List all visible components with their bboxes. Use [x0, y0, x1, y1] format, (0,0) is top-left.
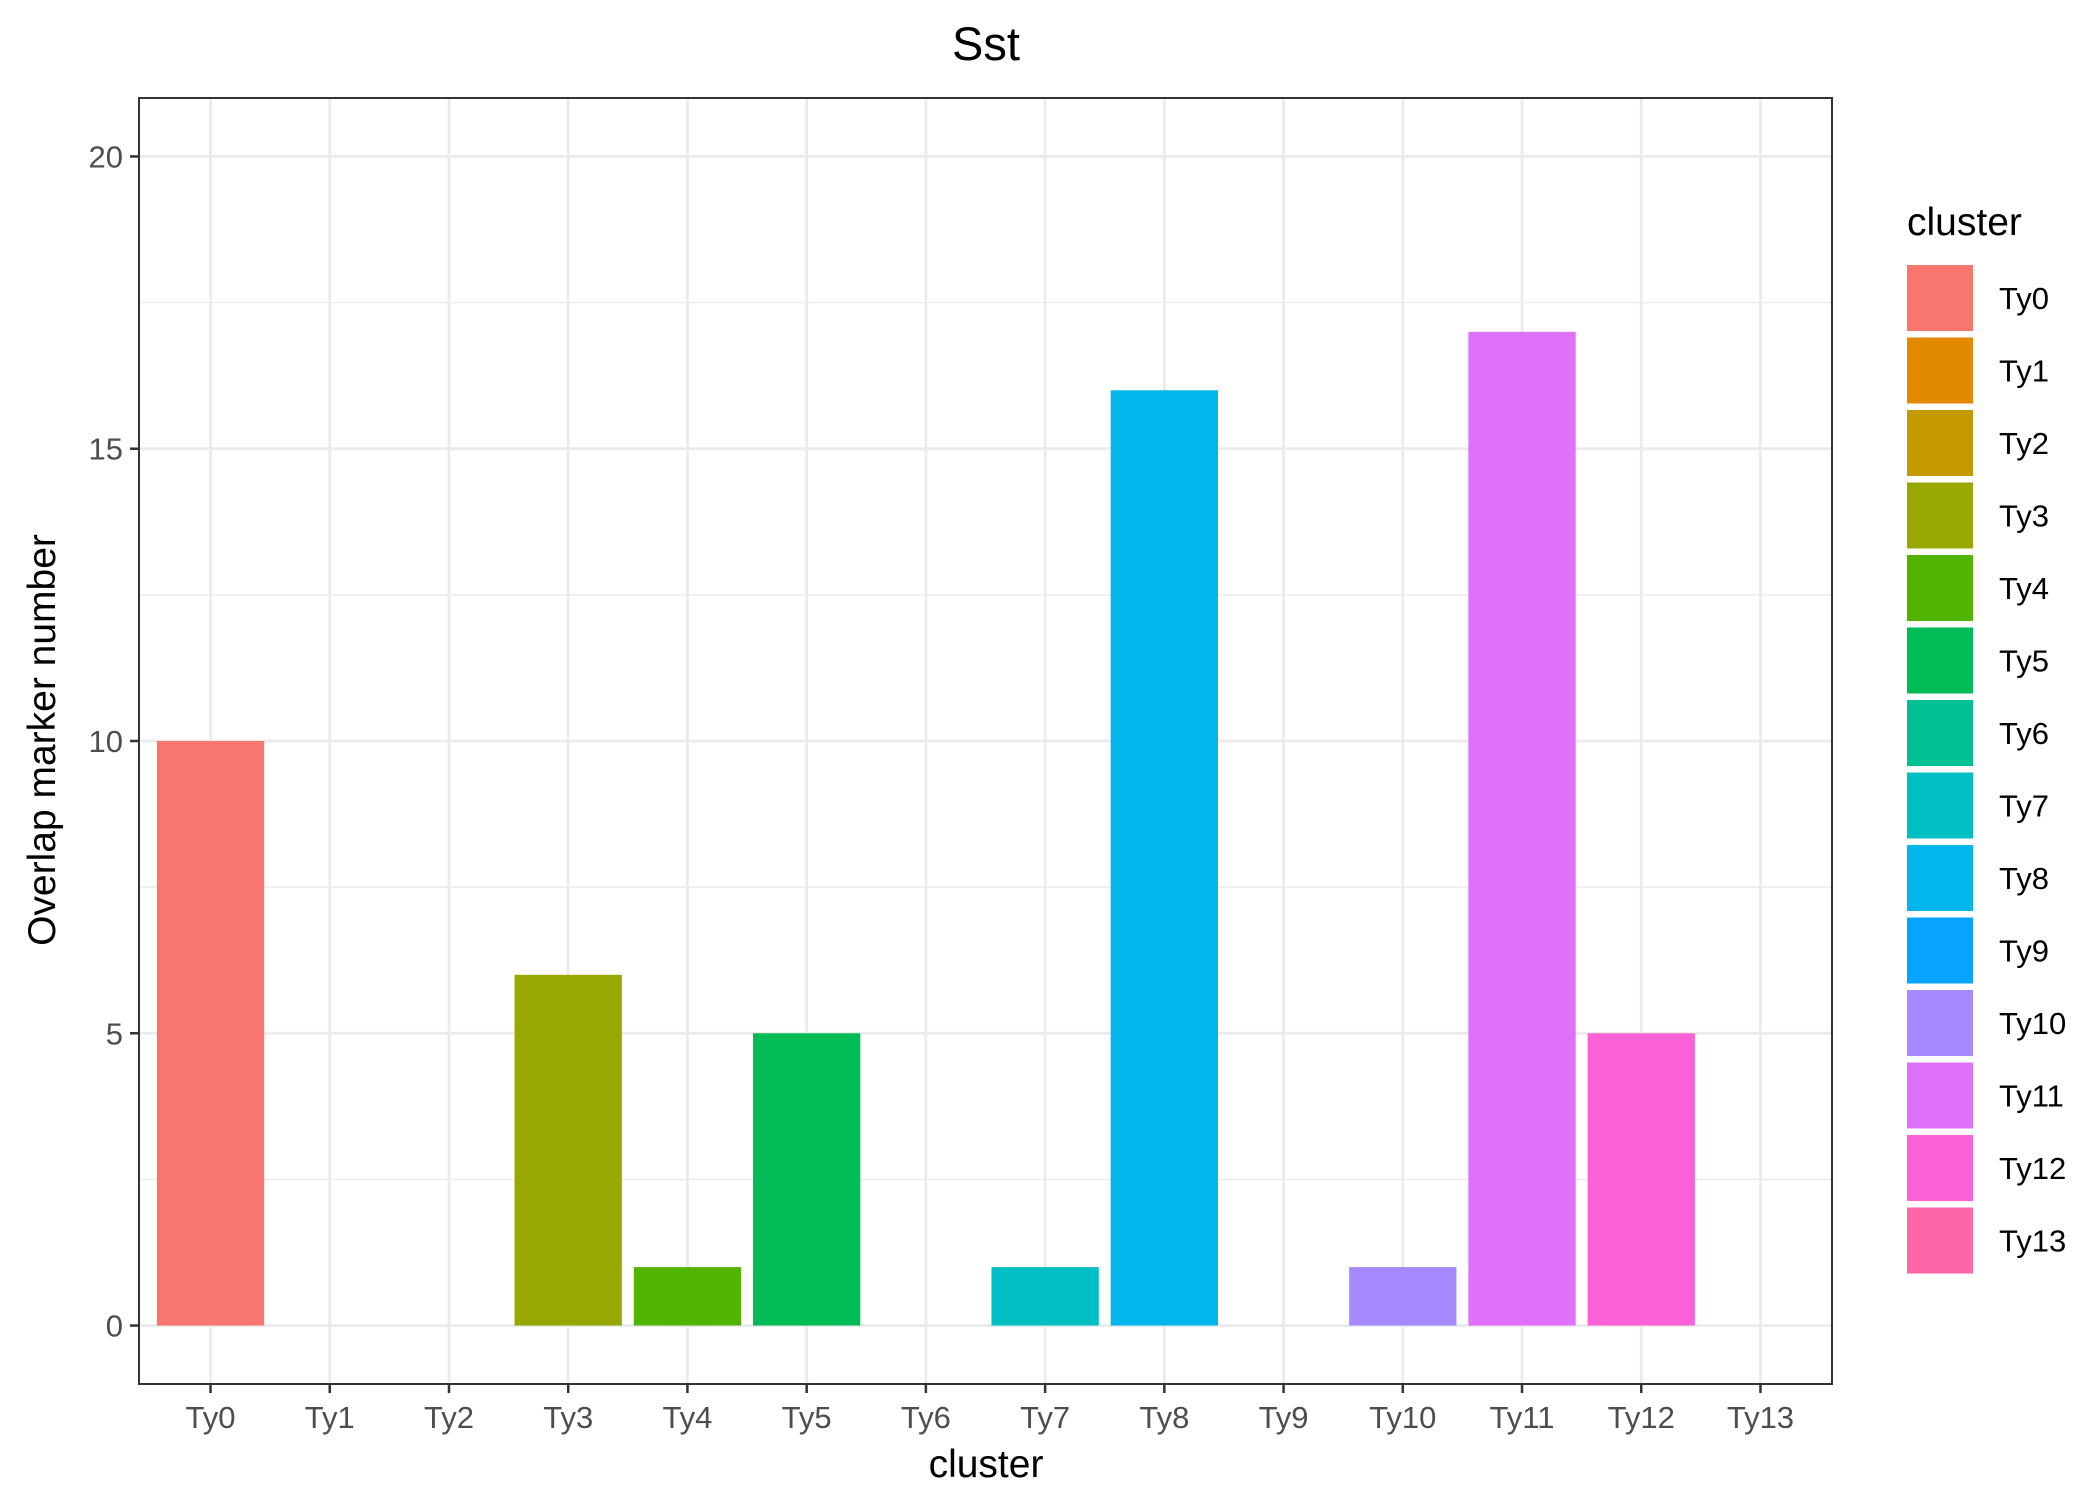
legend-title: cluster: [1907, 201, 2022, 244]
legend-key-ty11: [1907, 1062, 1973, 1129]
legend-key-ty2: [1907, 410, 1973, 476]
legend: cluster Ty0 Ty1 Ty2 Ty3 Ty4 Ty5 Ty6 Ty7 Ty8 Ty9 Ty…: [1907, 201, 2066, 1274]
x-tick-label: Ty7: [1020, 1400, 1070, 1435]
bar-ty0: [156, 741, 265, 1326]
y-axis-title: Overlap marker number: [21, 534, 64, 946]
legend-key-ty9: [1907, 917, 1973, 984]
x-tick-label: Ty2: [424, 1400, 474, 1435]
legend-key-ty12: [1907, 1135, 1973, 1201]
x-tick-label: Ty8: [1139, 1400, 1189, 1435]
x-tick-label: Ty5: [782, 1400, 832, 1435]
x-tick-label: Ty1: [305, 1400, 355, 1435]
legend-label: Ty9: [1999, 934, 2049, 969]
bar-ty7: [991, 1267, 1099, 1326]
legend-label: Ty12: [1999, 1151, 2066, 1186]
bar-ty5: [753, 1033, 861, 1326]
x-tick-label: Ty6: [901, 1400, 951, 1435]
y-tick-label: 15: [89, 432, 123, 467]
legend-key-ty13: [1907, 1207, 1973, 1274]
legend-label: Ty3: [1999, 499, 2049, 534]
x-tick-label: Ty3: [543, 1400, 593, 1435]
legend-label: Ty0: [1999, 281, 2049, 316]
legend-key-ty4: [1907, 555, 1973, 621]
legend-key-ty0: [1907, 265, 1973, 331]
legend-label: Ty7: [1999, 789, 2049, 824]
legend-label: Ty2: [1999, 426, 2049, 461]
legend-label: Ty10: [1999, 1006, 2066, 1041]
chart-title: Sst: [952, 17, 1020, 70]
bar-ty12: [1587, 1033, 1695, 1326]
legend-label: Ty6: [1999, 716, 2049, 751]
legend-key-ty8: [1907, 845, 1973, 911]
bar-ty11: [1468, 331, 1576, 1326]
x-tick-label: Ty0: [186, 1400, 236, 1435]
x-tick-label: Ty11: [1490, 1400, 1555, 1435]
x-tick-label: Ty13: [1727, 1400, 1794, 1435]
y-tick-label: 0: [106, 1309, 123, 1344]
plot-area: 0 5 10 15 20 Ty0 Ty1 Ty2 Ty3 Ty4 Ty5 Ty6 Ty7 Ty8 Ty9 Ty…: [89, 97, 1833, 1435]
bar-ty8: [1110, 390, 1218, 1326]
bar-ty10: [1349, 1267, 1457, 1326]
legend-key-ty7: [1907, 772, 1973, 839]
bar-ty4: [633, 1267, 742, 1326]
legend-label: Ty5: [1999, 644, 2049, 679]
bar-ty3: [514, 974, 622, 1326]
legend-label: Ty8: [1999, 861, 2049, 896]
legend-key-ty3: [1907, 482, 1973, 549]
legend-label: Ty4: [1999, 571, 2049, 606]
legend-key-ty6: [1907, 700, 1973, 766]
legend-label: Ty13: [1999, 1224, 2066, 1259]
legend-key-ty5: [1907, 627, 1973, 694]
legend-key-ty1: [1907, 337, 1973, 404]
x-axis-title: cluster: [929, 1443, 1044, 1486]
legend-label: Ty1: [1999, 354, 2049, 389]
y-tick-label: 20: [89, 139, 123, 174]
x-tick-label: Ty9: [1259, 1400, 1309, 1435]
x-tick-label: Ty12: [1608, 1400, 1675, 1435]
x-tick-label: Ty10: [1369, 1400, 1436, 1435]
y-tick-label: 10: [89, 724, 123, 759]
legend-label: Ty11: [1999, 1079, 2064, 1114]
y-tick-label: 5: [106, 1016, 123, 1051]
legend-key-ty10: [1907, 990, 1973, 1056]
x-tick-label: Ty4: [662, 1400, 712, 1435]
